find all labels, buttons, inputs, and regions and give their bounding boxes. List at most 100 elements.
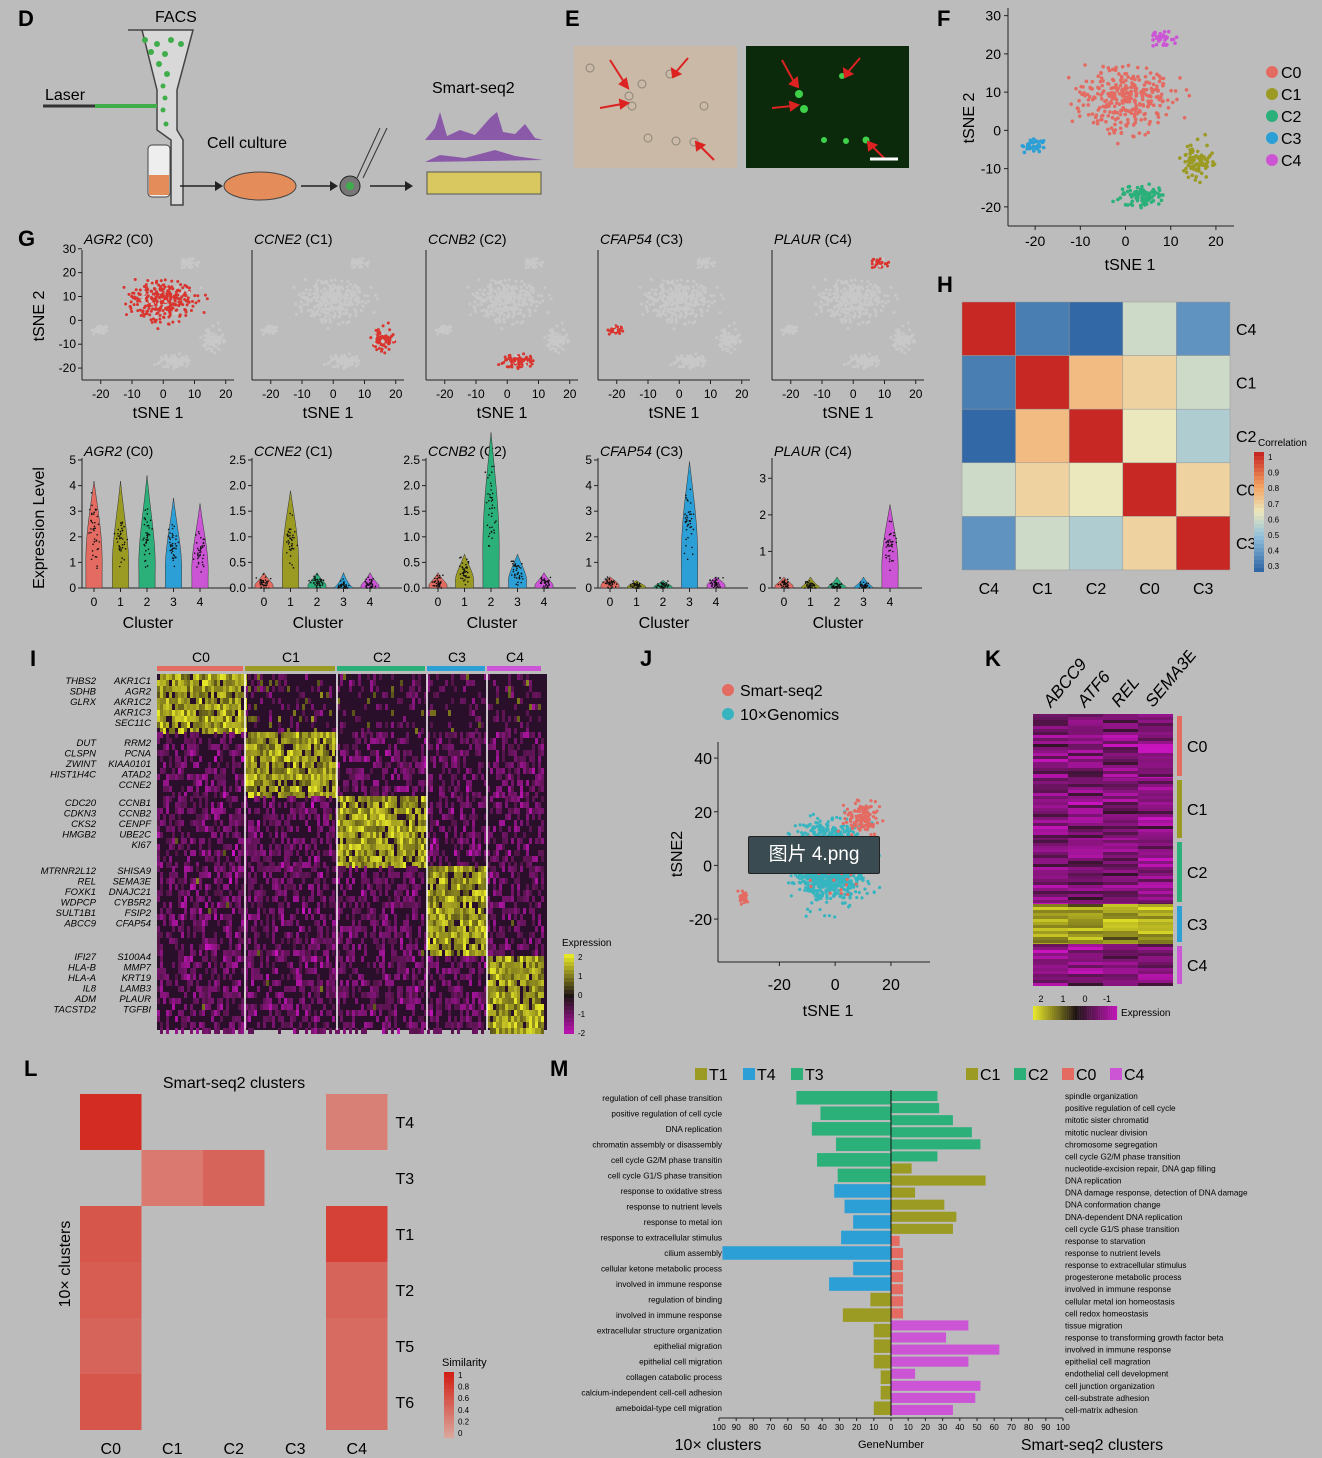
- g-tsne-point: [493, 289, 497, 293]
- g-tsne-point: [486, 296, 490, 300]
- g-violin-point: [515, 583, 518, 586]
- g-violin-point: [345, 585, 347, 588]
- f-cell-point: [1125, 117, 1130, 122]
- g-violin-ytick-label: 0: [69, 581, 76, 595]
- g-tsne-point: [558, 340, 562, 344]
- g-tsne-point: [171, 320, 175, 324]
- panel-g-feature-plots: tSNE 2 Expression Level AGR2 (C0)3020100…: [31, 231, 924, 632]
- g-tsne-point: [345, 311, 349, 315]
- g-tsne-point: [163, 278, 167, 282]
- g-tsne-point: [302, 303, 306, 307]
- g-tsne-point: [674, 360, 678, 364]
- i-heat-cell: [166, 698, 169, 704]
- g-tsne-point: [336, 289, 340, 293]
- f-cell-point: [1151, 38, 1155, 42]
- i-heat-cell: [163, 692, 166, 698]
- h-legend-swatch: [1254, 560, 1264, 564]
- g-tsne-point: [492, 313, 496, 317]
- g-tsne-point: [699, 307, 703, 311]
- g-tsne-point: [328, 313, 332, 317]
- g-tsne-point: [691, 285, 695, 289]
- f-cell-point: [1187, 161, 1192, 165]
- g-violin-point: [488, 526, 491, 529]
- g-tsne-point: [658, 292, 662, 296]
- g-tsne-point: [547, 334, 551, 338]
- g-tsne-point: [498, 315, 502, 319]
- i-cluster-label: C4: [506, 649, 524, 665]
- g-tsne-point: [509, 296, 513, 300]
- g-violin-point: [631, 586, 634, 589]
- g-tsne-point: [167, 315, 171, 319]
- g-violin-point: [859, 581, 862, 583]
- g-violin-point: [785, 585, 788, 588]
- g-violin-point: [717, 577, 720, 579]
- g-violin-point: [545, 587, 548, 589]
- g-tsne-point: [527, 307, 531, 311]
- i-cluster-bar: [487, 666, 541, 671]
- g-tsne-point: [859, 297, 863, 301]
- g-violin-point: [200, 536, 202, 539]
- g-tsne-point: [875, 303, 879, 307]
- g-tsne-point: [694, 297, 698, 301]
- g-violin-point: [490, 489, 492, 491]
- g-tsne-point: [439, 328, 443, 332]
- g-violin-point: [174, 556, 177, 559]
- i-heat-cell: [178, 686, 181, 692]
- h-legend-tick: 1: [1268, 453, 1273, 462]
- g-tsne-point: [487, 304, 491, 308]
- i-heat-cell: [181, 674, 184, 680]
- f-cell-point: [1140, 97, 1145, 102]
- g-cluster-tick-label: 2: [144, 595, 151, 609]
- g-tsne-point: [359, 309, 363, 313]
- g-tsne-point: [836, 303, 840, 307]
- g-violin-point: [690, 526, 693, 528]
- g-tsne-point: [150, 307, 154, 311]
- i-cluster-label: C3: [448, 649, 466, 665]
- g-tsne-point: [190, 260, 194, 264]
- g-tsne-point: [144, 283, 148, 287]
- g-violin-point: [90, 528, 92, 530]
- g-tsne-point: [308, 292, 312, 296]
- g-violin-point: [890, 544, 892, 547]
- g-tsne-point: [666, 281, 670, 285]
- g-tsne-point: [199, 286, 203, 290]
- g-violin-point: [92, 513, 95, 515]
- g-tsne-point: [534, 260, 538, 264]
- panel-label-f: F: [937, 6, 951, 31]
- g-tsne-point: [856, 289, 860, 293]
- g-violin-point: [199, 549, 202, 551]
- i-heat-cell: [199, 692, 202, 698]
- g-violin-point: [313, 575, 315, 578]
- g-tsne-point: [638, 285, 642, 289]
- g-tsne-point: [665, 309, 669, 313]
- g-tsne-point: [496, 310, 500, 314]
- g-tsne-point: [847, 302, 851, 306]
- g-violin-point: [374, 587, 376, 589]
- g-tsne-point: [861, 302, 865, 306]
- g-tsne-point: [473, 300, 477, 304]
- g-violin-point: [175, 545, 177, 547]
- f-xlabel: tSNE 1: [1105, 257, 1156, 274]
- g-violin-shape: [138, 475, 156, 589]
- g-tsne-point: [675, 301, 679, 305]
- g-tsne-xlabel: tSNE 1: [823, 405, 874, 422]
- g-violin-point: [804, 580, 807, 583]
- g-tsne-point: [319, 309, 323, 313]
- g-tsne-point: [692, 288, 696, 292]
- panel-d-workflow: FACS Laser Cell culture Smart-seq2: [43, 9, 543, 206]
- g-tsne-point: [154, 303, 158, 307]
- panel-label-e: E: [565, 6, 580, 31]
- g-tsne-point: [175, 311, 179, 315]
- g-tsne-point: [512, 312, 516, 316]
- g-tsne-point: [666, 296, 670, 300]
- g-tsne-point: [538, 301, 542, 305]
- g-tsne-point: [863, 362, 867, 366]
- g-tsne-point: [372, 310, 376, 314]
- g-violin-point: [314, 584, 316, 586]
- g-tsne-point: [184, 263, 188, 267]
- g-violin-point: [709, 582, 712, 585]
- h-legend-tick: 0.3: [1268, 562, 1280, 571]
- g-tsne-point: [175, 321, 179, 325]
- g-violin-point: [659, 587, 662, 589]
- g-violin-point: [113, 532, 116, 535]
